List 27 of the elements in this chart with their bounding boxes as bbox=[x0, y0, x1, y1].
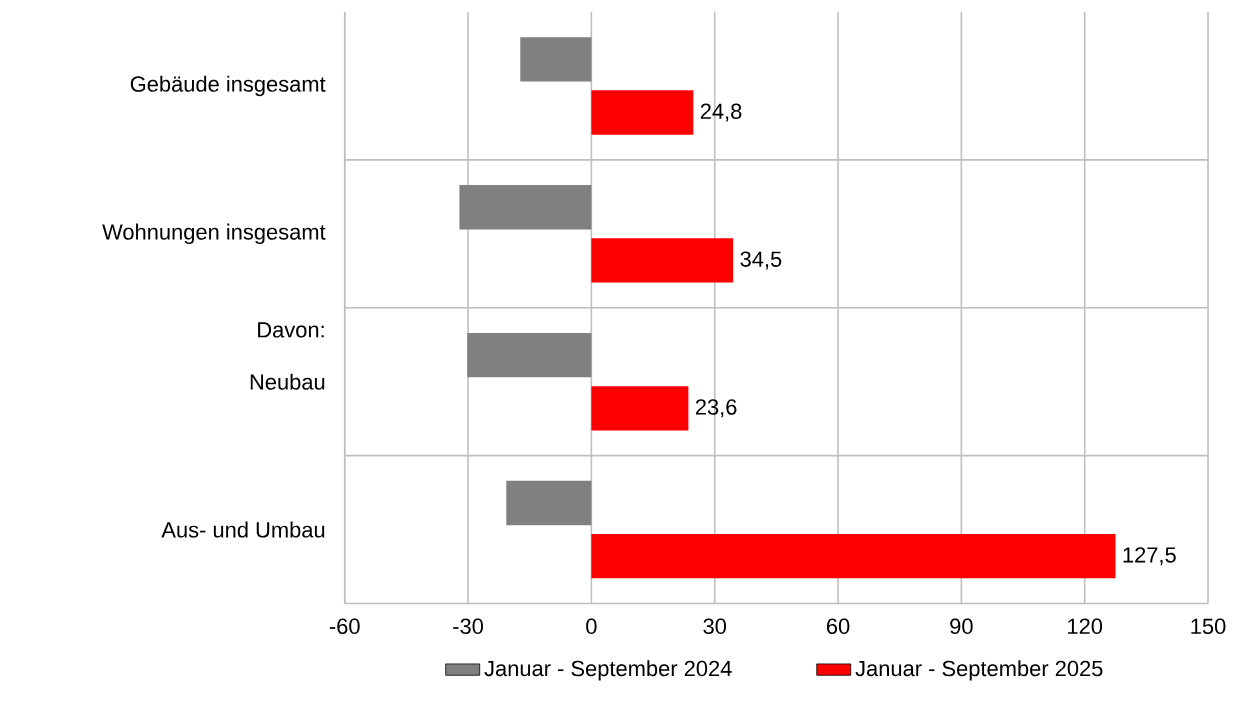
y-tick-label: Neubau bbox=[250, 373, 325, 390]
bar bbox=[506, 480, 592, 525]
y-tick-label: Gebäude insgesamt bbox=[130, 75, 326, 96]
y-tick-label: Wohnungen insgesamt bbox=[102, 223, 326, 244]
bar bbox=[591, 238, 734, 283]
x-tick-label: 90 bbox=[950, 618, 973, 634]
data-label: 23,6 bbox=[695, 399, 737, 418]
legend-label: Januar - September 2025 bbox=[855, 659, 1103, 681]
x-tick-label: 30 bbox=[703, 618, 727, 634]
x-tick-label: 120 bbox=[1068, 618, 1103, 634]
bar bbox=[591, 90, 694, 135]
legend-label: Januar - September 2024 bbox=[484, 659, 732, 681]
x-tick-label: -30 bbox=[453, 618, 483, 634]
data-label: 127,5 bbox=[1123, 546, 1176, 566]
y-tick-label: Aus- und Umbau bbox=[161, 521, 325, 538]
bar bbox=[520, 36, 592, 82]
data-label: 24,8 bbox=[700, 103, 742, 122]
bar bbox=[591, 385, 689, 431]
bar bbox=[459, 184, 592, 230]
x-tick-label: 60 bbox=[826, 618, 850, 634]
x-tick-label: 0 bbox=[586, 618, 597, 634]
text: Davon: bbox=[258, 322, 324, 338]
x-tick-label: 150 bbox=[1191, 618, 1226, 634]
x-tick-label: -60 bbox=[329, 618, 360, 634]
bar bbox=[591, 533, 1116, 579]
data-label: 34,5 bbox=[740, 251, 782, 270]
bar bbox=[467, 332, 592, 378]
